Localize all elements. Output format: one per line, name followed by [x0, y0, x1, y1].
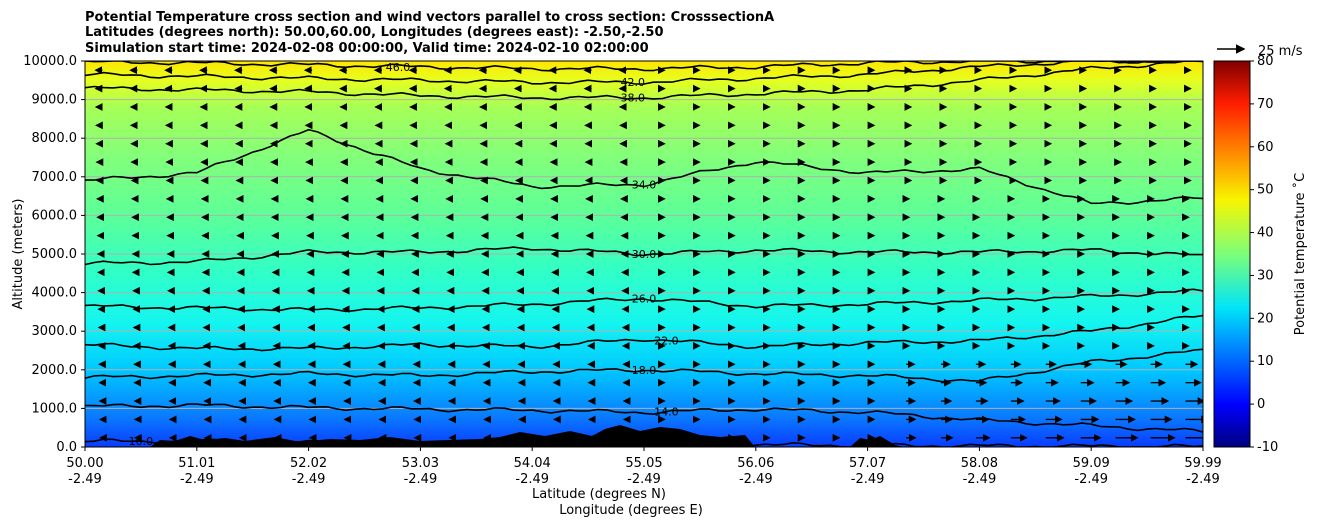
x-tick-label-lon: -2.49 [292, 472, 326, 487]
x-tick-label-lat: 54.04 [514, 456, 551, 471]
x-tick-label-lat: 57.07 [849, 456, 886, 471]
y-tick-label: 0.0 [56, 440, 77, 455]
y-axis: 0.0 1000.0 2000.0 3000.0 4000.0 5000.0 6000.0 7… [23, 54, 85, 455]
x-axis-label-latitude: Latitude (degrees N) [532, 487, 666, 502]
colorbar-tick-label: 20 [1257, 311, 1274, 326]
x-axis: 50.00-2.4951.01-2.4952.02-2.4953.03-2.49… [66, 447, 1222, 487]
colorbar-tick-label: 70 [1257, 97, 1274, 112]
x-tick-label-lon: -2.49 [851, 472, 885, 487]
x-tick-label-lon: -2.49 [1186, 472, 1220, 487]
y-tick-label: 8000.0 [32, 131, 78, 146]
contour-label: 10.0 [129, 435, 154, 448]
contour-label: 38.0 [621, 92, 646, 105]
title-line-1: Potential Temperature cross section and … [85, 10, 774, 25]
colorbar-tick-label: 80 [1257, 54, 1274, 69]
contour-line-22.0 [85, 314, 1203, 352]
contour-label: 34.0 [632, 179, 657, 192]
x-tick-label-lat: 51.01 [178, 456, 215, 471]
contour-label: 30.0 [632, 248, 657, 261]
y-tick-label: 7000.0 [32, 170, 78, 185]
x-axis-label-longitude: Longitude (degrees E) [559, 503, 703, 518]
x-tick-label-lon: -2.49 [1074, 472, 1108, 487]
y-tick-label: 9000.0 [32, 93, 78, 108]
y-tick-label: 2000.0 [32, 363, 78, 378]
x-tick-label-lat: 59.99 [1184, 456, 1221, 471]
y-tick-label: 4000.0 [32, 286, 78, 301]
contour-label: 46.0 [386, 61, 411, 74]
contour-line-30.0 [85, 246, 1203, 266]
x-tick-label-lat: 59.09 [1073, 456, 1110, 471]
x-tick-label-lon: -2.49 [180, 472, 214, 487]
contour-label: 14.0 [654, 406, 679, 419]
contour-line-46.0 [85, 61, 1203, 72]
reference-vector-label: 25 m/s [1258, 44, 1303, 59]
wind-vectors [94, 66, 1203, 442]
y-tick-label: 5000.0 [32, 247, 78, 262]
colorbar-ticks: -10 0 10 20 30 40 50 60 70 80 [1250, 54, 1278, 455]
y-tick-label: 6000.0 [32, 208, 78, 223]
y-tick-label: 10000.0 [23, 54, 77, 69]
y-tick-label: 1000.0 [32, 401, 78, 416]
x-tick-label-lon: -2.49 [627, 472, 661, 487]
colorbar-tick-label: 10 [1257, 354, 1274, 369]
x-tick-label-lat: 58.08 [961, 456, 998, 471]
colorbar-gradient [1213, 60, 1251, 448]
x-tick-label-lat: 56.06 [737, 456, 774, 471]
contour-line-38.0 [85, 61, 1203, 101]
x-tick-label-lon: -2.49 [404, 472, 438, 487]
x-tick-label-lon: -2.49 [739, 472, 773, 487]
contour-line-18.0 [85, 348, 1203, 383]
colorbar: -10 0 10 20 30 40 50 60 70 80 Potential temperatu… [1213, 54, 1308, 455]
title-line-3: Simulation start time: 2024-02-08 00:00:… [85, 41, 649, 56]
colorbar-tick-label: 40 [1257, 226, 1274, 241]
contour-label: 22.0 [654, 334, 679, 347]
x-tick-label-lat: 55.05 [625, 456, 662, 471]
x-tick-label-lon: -2.49 [515, 472, 549, 487]
terrain [150, 425, 905, 447]
x-tick-label-lon: -2.49 [963, 472, 997, 487]
contour-line-26.0 [85, 288, 1203, 313]
colorbar-tick-label: 0 [1257, 397, 1265, 412]
colorbar-label: Potential temperature ˚C [1292, 173, 1308, 336]
contour-line-34.0 [85, 128, 1203, 205]
x-tick-label-lat: 52.02 [290, 456, 327, 471]
y-tick-label: 3000.0 [32, 324, 78, 339]
x-tick-label-lon: -2.49 [68, 472, 102, 487]
reference-vector-key: 25 m/s [1217, 44, 1303, 59]
colorbar-tick-label: 60 [1257, 140, 1274, 155]
chart-title: Potential Temperature cross section and … [85, 10, 774, 56]
y-axis-label: Altitude (meters) [11, 199, 26, 310]
contour-line-42.0 [85, 61, 1203, 85]
contour-label: 42.0 [621, 76, 646, 89]
contour-line-14.0 [85, 403, 1203, 433]
contour-label: 26.0 [632, 292, 657, 305]
colorbar-tick-label: 30 [1257, 268, 1274, 283]
x-tick-label-lat: 53.03 [402, 456, 439, 471]
colorbar-tick-label: 50 [1257, 183, 1274, 198]
title-line-2: Latitudes (degrees north): 50.00,60.00, … [85, 25, 664, 40]
contour-label: 18.0 [632, 364, 657, 377]
x-tick-label-lat: 50.00 [66, 456, 103, 471]
colorbar-tick-label: -10 [1257, 440, 1278, 455]
